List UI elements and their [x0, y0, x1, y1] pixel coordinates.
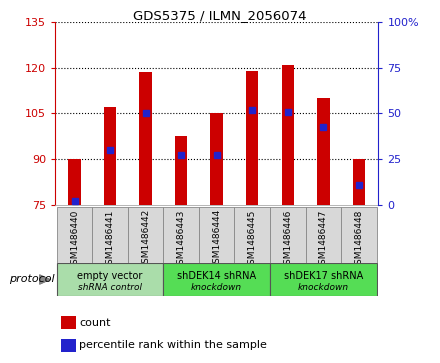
- Text: GDS5375 / ILMN_2056074: GDS5375 / ILMN_2056074: [133, 9, 307, 22]
- Text: shDEK14 shRNA: shDEK14 shRNA: [177, 270, 256, 281]
- Bar: [305, 207, 341, 263]
- Text: GSM1486445: GSM1486445: [248, 209, 257, 270]
- Bar: [210, 113, 223, 205]
- Text: GSM1486447: GSM1486447: [319, 209, 328, 270]
- Text: protocol: protocol: [9, 274, 55, 284]
- Bar: [104, 107, 116, 205]
- Text: shDEK17 shRNA: shDEK17 shRNA: [284, 270, 363, 281]
- Bar: [163, 263, 270, 296]
- Bar: [235, 207, 270, 263]
- Bar: [57, 263, 163, 296]
- Text: GSM1486444: GSM1486444: [212, 209, 221, 269]
- Polygon shape: [40, 274, 51, 285]
- Text: GSM1486443: GSM1486443: [177, 209, 186, 270]
- Bar: [57, 207, 92, 263]
- Bar: [282, 65, 294, 205]
- Text: empty vector: empty vector: [77, 270, 143, 281]
- Text: GSM1486440: GSM1486440: [70, 209, 79, 270]
- Bar: [139, 72, 152, 205]
- Bar: [352, 159, 365, 205]
- Text: percentile rank within the sample: percentile rank within the sample: [79, 340, 267, 350]
- Bar: [246, 71, 258, 205]
- Bar: [128, 207, 163, 263]
- Bar: [270, 263, 377, 296]
- Text: GSM1486441: GSM1486441: [106, 209, 114, 270]
- Bar: [341, 207, 377, 263]
- Text: GSM1486442: GSM1486442: [141, 209, 150, 269]
- Bar: [92, 207, 128, 263]
- Text: shRNA control: shRNA control: [78, 283, 142, 292]
- Bar: [163, 207, 199, 263]
- Bar: [62, 316, 76, 329]
- Bar: [270, 207, 305, 263]
- Text: count: count: [79, 318, 111, 327]
- Text: GSM1486448: GSM1486448: [354, 209, 363, 270]
- Bar: [68, 159, 81, 205]
- Text: knockdown: knockdown: [298, 283, 349, 292]
- Text: GSM1486446: GSM1486446: [283, 209, 292, 270]
- Text: knockdown: knockdown: [191, 283, 242, 292]
- Bar: [62, 339, 76, 352]
- Bar: [199, 207, 235, 263]
- Bar: [317, 98, 330, 205]
- Bar: [175, 136, 187, 205]
